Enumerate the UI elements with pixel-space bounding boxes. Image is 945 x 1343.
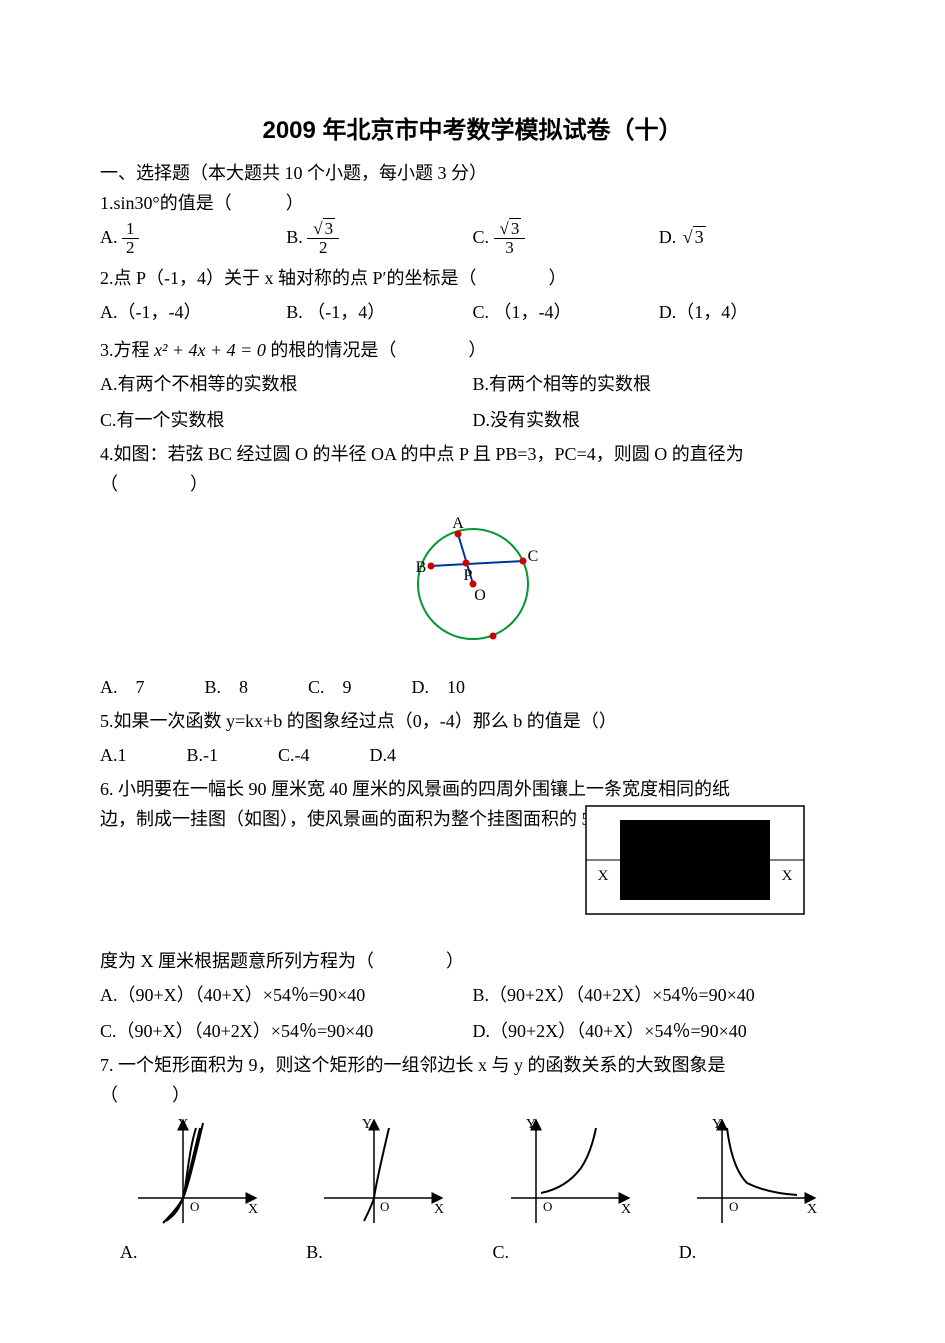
q7-stem-line2: （ ） — [100, 1081, 845, 1109]
axis-X: X — [248, 1202, 258, 1217]
label-P: P — [463, 567, 472, 584]
axis-X: X — [434, 1202, 444, 1217]
q6-stem-line3: 度为 X 厘米根据题意所列方程为（ ） — [100, 947, 845, 975]
q1-opt-c: C. 3 3 — [473, 219, 659, 258]
q6-options-row1: A.（90+X）（40+X）×54％=90×40 B.（90+2X）（40+2X… — [100, 977, 845, 1013]
axis-Y: Y — [362, 1117, 372, 1132]
q2-opt-d: D.（1，4） — [659, 294, 845, 330]
q3-opt-a: A.有两个不相等的实数根 — [100, 366, 473, 402]
q7-graph-c: Y X O — [473, 1113, 659, 1238]
q4-diagram: A B C P O — [100, 506, 845, 661]
q5-stem: 5.如果一次函数 y=kx+b 的图象经过点（0，-4）那么 b 的值是（） — [100, 707, 845, 735]
q6-opt-c: C.（90+X）（40+2X）×54％=90×40 — [100, 1013, 473, 1049]
q7-graph-d: Y X O — [659, 1113, 845, 1238]
q7-option-labels: A. B. C. D. — [100, 1242, 845, 1263]
q2-opt-c: C. （1，-4） — [473, 294, 659, 330]
label-O: O — [474, 587, 486, 604]
q4-opt-d: D. 10 — [412, 669, 466, 705]
label-C: C — [527, 548, 538, 565]
label-X-right: X — [782, 868, 793, 884]
section-heading: 一、选择题（本大题共 10 个小题，每小题 3 分） — [100, 159, 845, 187]
page-title: 2009 年北京市中考数学模拟试卷（十） — [100, 110, 845, 145]
q3-opt-b: B.有两个相等的实数根 — [473, 366, 846, 402]
q6-options-row2: C.（90+X）（40+2X）×54％=90×40 D.（90+2X）（40+X… — [100, 1013, 845, 1049]
q7-graph-b: Y X O — [286, 1113, 472, 1238]
q7-graph-a: Y X O — [100, 1113, 286, 1238]
label-A: A — [452, 515, 464, 532]
q3-stem: 3.方程 x² + 4x + 4 = 0 的根的情况是（ ） — [100, 336, 845, 364]
q6-opt-b: B.（90+2X）（40+2X）×54％=90×40 — [473, 977, 846, 1013]
q7-opt-a: A. — [100, 1242, 286, 1263]
frame-diagram-svg: X X — [585, 805, 805, 915]
q1-opt-a: A. 1 2 — [100, 219, 286, 258]
q1-stem: 1.sin30°的值是（ ） — [100, 189, 845, 217]
q5-opt-a: A.1 — [100, 737, 127, 773]
q4-opt-c: C. 9 — [308, 669, 352, 705]
q4-stem-line1: 4.如图：若弦 BC 经过圆 O 的半径 OA 的中点 P 且 PB=3，PC=… — [100, 440, 845, 468]
q1-opt-b: B. 3 2 — [286, 219, 472, 258]
q5-opt-c: C.-4 — [278, 737, 310, 773]
q4-opt-a: A. 7 — [100, 669, 145, 705]
q6-opt-d: D.（90+2X）（40+X）×54％=90×40 — [473, 1013, 846, 1049]
q2-stem: 2.点 P（-1，4）关于 x 轴对称的点 P′的坐标是（ ） — [100, 264, 845, 292]
q1-options: A. 1 2 B. 3 2 C. 3 3 D. 3 — [100, 219, 845, 258]
q5-opt-b: B.-1 — [187, 737, 219, 773]
q3-opt-d: D.没有实数根 — [473, 402, 846, 438]
q7-opt-c: C. — [473, 1242, 659, 1263]
axis-O: O — [190, 1199, 199, 1214]
q6-figure-wrap: X X — [100, 835, 845, 945]
q5-opt-d: D.4 — [370, 737, 397, 773]
q7-stem-line1: 7. 一个矩形面积为 9，则这个矩形的一组邻边长 x 与 y 的函数关系的大致图… — [100, 1051, 845, 1079]
axis-Y: Y — [712, 1117, 722, 1132]
label-B: B — [415, 559, 426, 576]
q7-opt-b: B. — [286, 1242, 472, 1263]
q4-stem-line2: （ ） — [100, 470, 845, 498]
q4-opt-b: B. 8 — [205, 669, 249, 705]
circle-diagram-svg: A B C P O — [388, 506, 558, 656]
q1-opt-d: D. 3 — [659, 219, 845, 258]
axis-O: O — [380, 1199, 389, 1214]
q7-graphs: Y X O Y X O Y X O — [100, 1113, 845, 1238]
frac-sqrt3-2: 3 2 — [307, 220, 339, 258]
axis-X: X — [621, 1202, 631, 1217]
frac-1-2: 1 2 — [122, 220, 139, 258]
q6-figure: X X — [585, 805, 805, 920]
q4-options: A. 7 B. 8 C. 9 D. 10 — [100, 669, 845, 705]
q3-options-row2: C.有一个实数根 D.没有实数根 — [100, 402, 845, 438]
label-X-left: X — [598, 868, 609, 884]
q6-opt-a: A.（90+X）（40+X）×54％=90×40 — [100, 977, 473, 1013]
axis-X: X — [807, 1202, 817, 1217]
q5-options: A.1 B.-1 C.-4 D.4 — [100, 737, 845, 773]
q7-opt-d: D. — [659, 1242, 845, 1263]
q3-opt-c: C.有一个实数根 — [100, 402, 473, 438]
q2-options: A.（-1，-4） B. （-1，4） C. （1，-4） D.（1，4） — [100, 294, 845, 330]
sqrt3: 3 — [681, 219, 706, 255]
axis-O: O — [543, 1199, 552, 1214]
axis-Y: Y — [178, 1117, 188, 1132]
frac-sqrt3-3: 3 3 — [494, 220, 526, 258]
axis-O: O — [729, 1199, 738, 1214]
q3-options-row1: A.有两个不相等的实数根 B.有两个相等的实数根 — [100, 366, 845, 402]
q3-expr: x² + 4x + 4 = 0 — [154, 340, 266, 360]
exam-page: 2009 年北京市中考数学模拟试卷（十） 一、选择题（本大题共 10 个小题，每… — [0, 0, 945, 1343]
q2-opt-a: A.（-1，-4） — [100, 294, 286, 330]
q2-opt-b: B. （-1，4） — [286, 294, 472, 330]
axis-Y: Y — [526, 1117, 536, 1132]
q6-stem-line1: 6. 小明要在一幅长 90 厘米宽 40 厘米的风景画的四周外围镶上一条宽度相同… — [100, 775, 845, 803]
